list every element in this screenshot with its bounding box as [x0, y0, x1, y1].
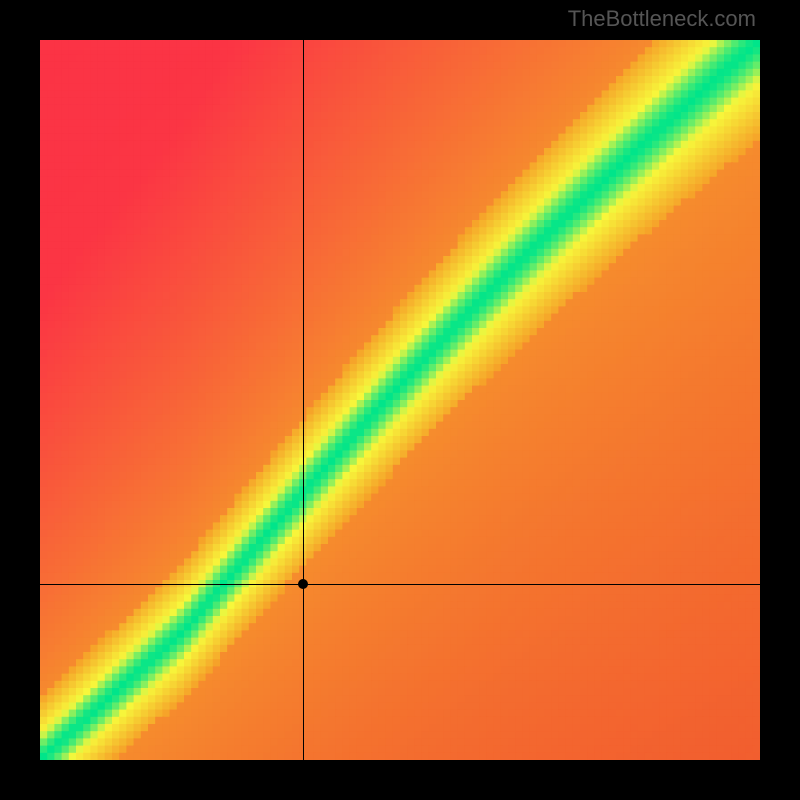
watermark-text: TheBottleneck.com — [568, 6, 756, 32]
plot-area — [40, 40, 760, 760]
bottleneck-heatmap — [40, 40, 760, 760]
crosshair-marker — [298, 579, 308, 589]
crosshair-horizontal — [40, 584, 760, 585]
crosshair-vertical — [303, 40, 304, 760]
